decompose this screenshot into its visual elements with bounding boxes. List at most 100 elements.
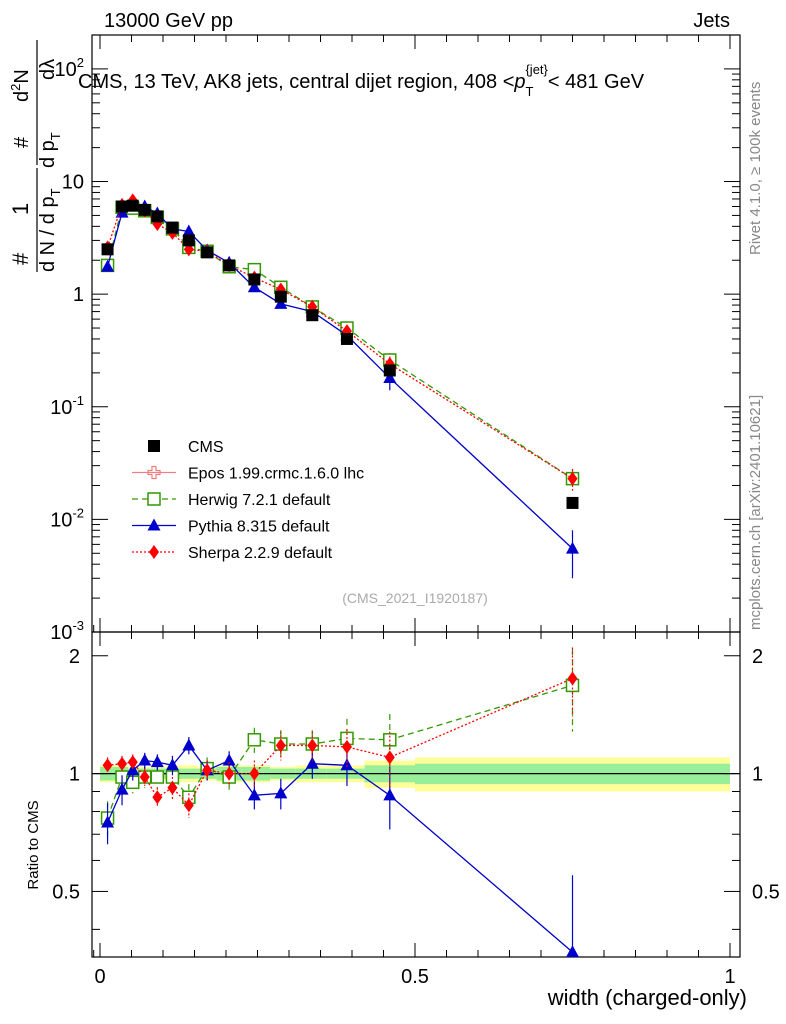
series-herwig [100,200,580,491]
ratio-point [341,739,352,754]
ratio-point [150,755,164,768]
ratio-point [307,738,318,753]
ratio-point [152,790,163,805]
legend-entry: Pythia 8.315 default [132,518,330,536]
ratio-point [138,753,152,766]
data-point [567,471,578,486]
axes-ticks: 0 0.5 1 10-3 10-2 10-1 1 10 102 0.5 0.5 1 1 2 2 [50,34,780,988]
ratio-point [127,755,138,770]
ratio-point [165,758,179,771]
legend-label: Sherpa 2.2.9 default [188,545,333,562]
legend-marker [147,518,161,531]
main-panel-series [100,193,580,579]
legend: CMS Epos 1.99.crmc.1.6.0 lhc Herwig 7.2.1 … [132,439,364,562]
y-tick-label: 1 [73,284,84,306]
ylabel-hash-2: # [11,136,33,148]
title-main: CMS, 13 TeV, AK8 jets, central dijet reg… [78,71,514,93]
cms-point [182,234,195,247]
ratio-point [305,756,319,769]
ratio-point [247,788,261,801]
ylabel-dlambda: dλ [37,59,59,80]
cms-point [306,309,319,322]
title-end: < 481 GeV [548,71,645,93]
cms-point [151,210,164,223]
ratio-point [167,780,178,795]
ratio-point [566,945,579,958]
data-point [274,296,288,309]
ratio-frame [91,631,741,958]
legend-label: Herwig 7.2.1 default [188,492,331,509]
ratio-point [101,815,115,828]
ratio-point [274,786,288,799]
ratio-panel-series [100,647,580,958]
ratio-point [247,733,262,747]
y-axis-label: # 1 d N / d pT # d2N d pT dλ [8,40,63,272]
ratio-point [275,738,286,753]
series-line [106,199,573,480]
legend-label: Epos 1.99.crmc.1.6.0 lhc [188,466,364,483]
x-axis-label: width (charged-only) [547,985,747,1010]
ratio-tick-label-right: 1 [752,764,763,786]
process-label: Jets [693,10,730,32]
cms-point [383,364,396,377]
y-tick-label: 10-2 [50,505,84,531]
cms-point [274,290,287,303]
y-tick-label: 10-1 [50,393,84,419]
legend-marker [147,465,161,480]
series-sherpa [102,193,578,491]
cms-point [566,496,579,509]
legend-marker [147,492,161,506]
ratio-point [117,756,128,771]
ratio-point [224,766,235,781]
data-point [182,224,196,237]
ratio-point [182,738,196,751]
ratio-line [106,684,573,819]
cms-point [340,332,353,345]
ratio-point [249,766,260,781]
ylabel-one: 1 [8,203,33,215]
ratio-point [202,763,213,778]
ylabel-frac1: d N / d pT [37,188,63,272]
legend-marker [149,545,159,559]
x-tick-label: 1 [724,966,735,988]
data-point [247,280,261,293]
cms-point [126,199,139,212]
legend-entry: Herwig 7.2.1 default [132,492,331,509]
ratio-series-herwig [100,649,580,837]
series-line [106,205,573,550]
analysis-id: (CMS_2021_I1920187) [342,590,488,606]
title-p: p [513,71,525,93]
mcplots-label: mcplots.cern.ch [arXiv:2401.10621] [747,395,764,630]
series-line [106,206,573,480]
data-point [566,541,579,554]
ylabel-frac2: d pT [37,132,63,168]
x-tick-label: 0.5 [401,966,429,988]
rivet-label: Rivet 4.1.0, ≥ 100k events [747,82,764,255]
cms-point [116,200,129,213]
cms-point [166,221,179,234]
ratio-tick-label-right: 2 [752,646,763,668]
y-tick-label: 10 [62,172,84,194]
cms-point [201,246,214,259]
series-pythia [101,199,579,579]
ratio-tick-label-left: 2 [69,646,80,668]
ratio-point [340,758,354,771]
ratio-point [115,782,129,795]
data-point [383,371,397,384]
ratio-point [139,770,150,785]
legend-entry: Epos 1.99.crmc.1.6.0 lhc [132,466,364,483]
x-tick-label: 0 [94,966,105,988]
cms-point [138,203,151,216]
legend-marker [148,440,160,452]
energy-label: 13000 GeV pp [104,10,233,32]
ratio-point [383,788,397,801]
ratio-tick-label-left: 1 [69,764,80,786]
ratio-point [567,671,578,686]
series-cms [101,199,579,509]
title-sub: T [526,84,534,99]
ylabel-hash: # [8,252,33,265]
legend-label: Pythia 8.315 default [188,519,330,536]
ratio-y-label: Ratio to CMS [25,800,42,889]
ratio-point [183,798,194,813]
